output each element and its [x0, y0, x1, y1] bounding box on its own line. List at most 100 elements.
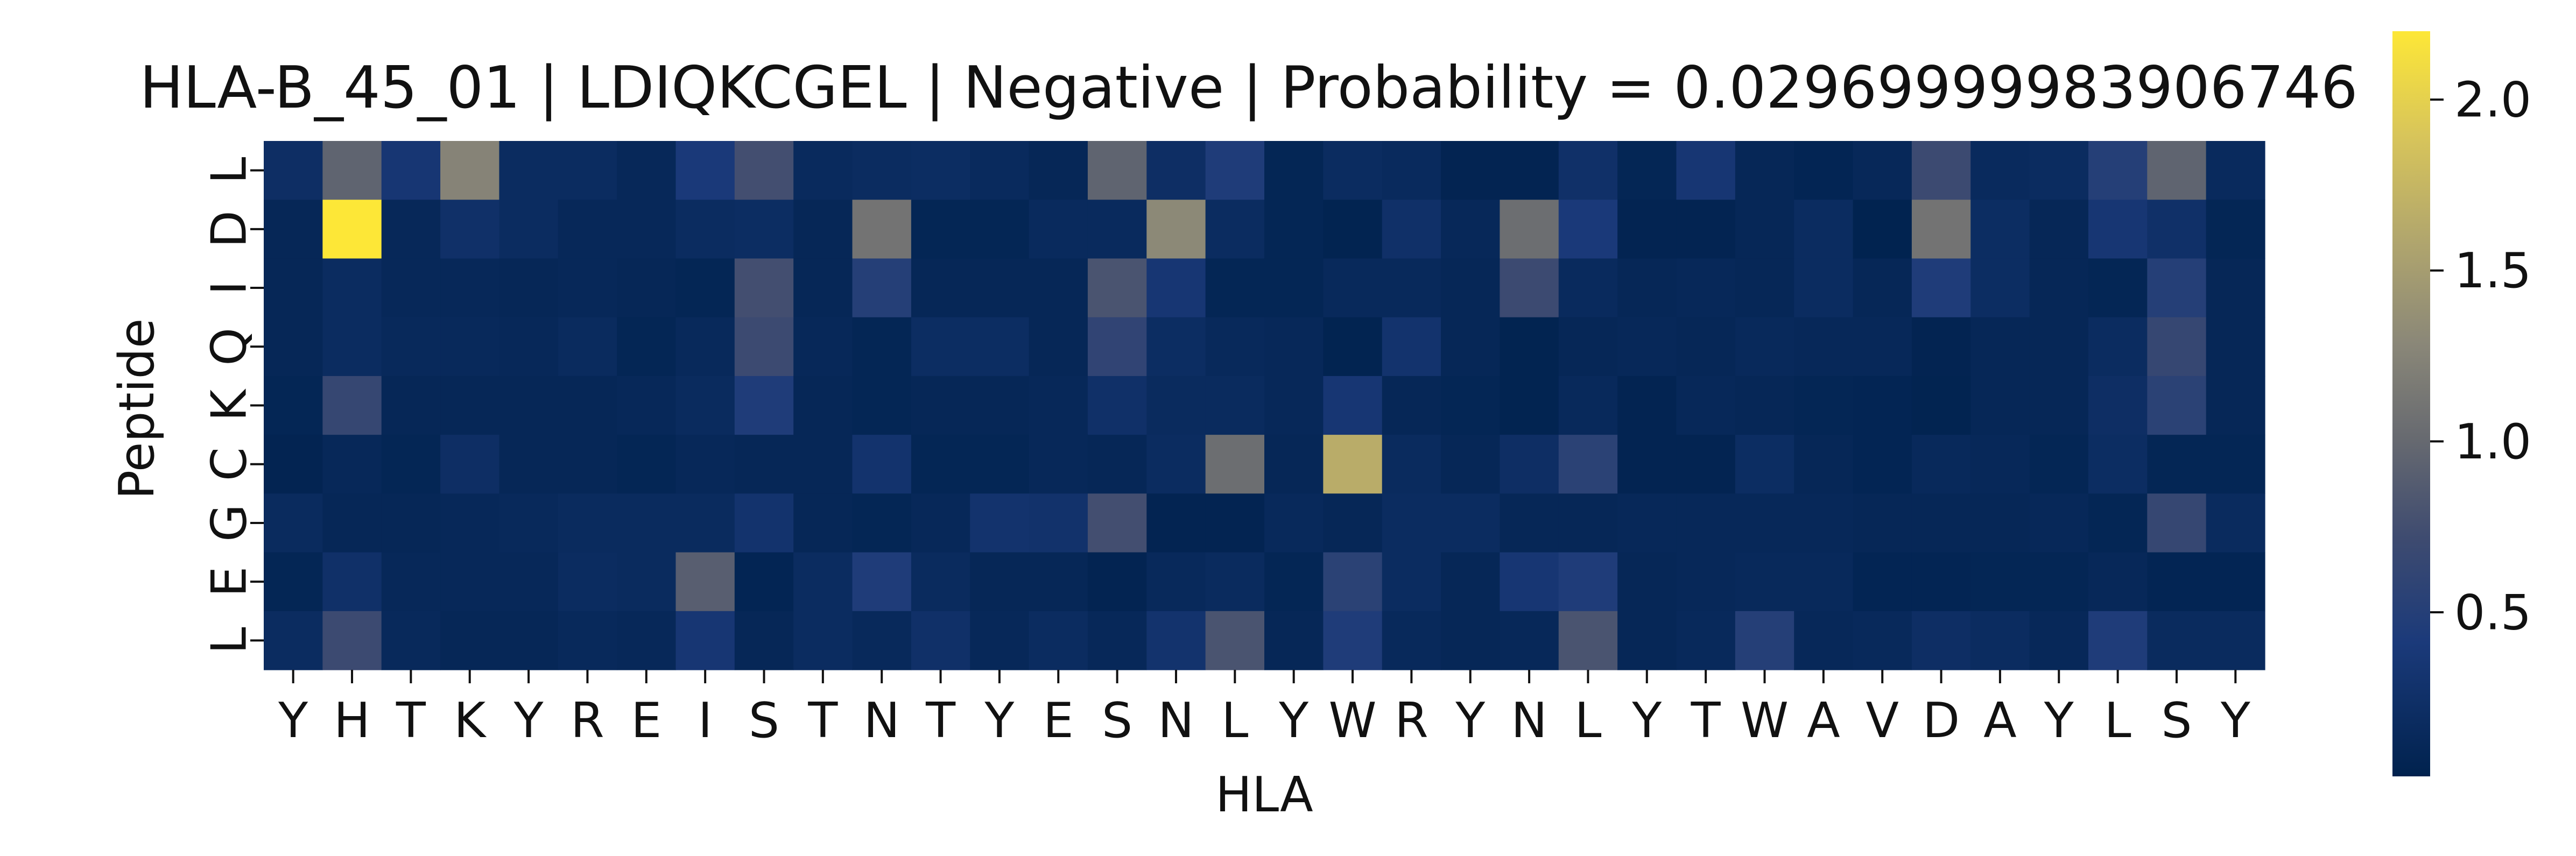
heatmap-cell	[2029, 611, 2089, 670]
x-tick-label: T	[807, 692, 838, 749]
heatmap-cell	[970, 552, 1030, 612]
x-tick-label: E	[1043, 692, 1074, 749]
heatmap-cell	[1794, 611, 1854, 670]
x-tick-label: Y	[1278, 692, 1309, 749]
heatmap-cell	[970, 493, 1030, 553]
heatmap-cell	[1382, 376, 1441, 435]
x-tick-label: T	[925, 692, 956, 749]
heatmap-cell	[1911, 258, 1971, 318]
heatmap-cell	[1500, 258, 1559, 318]
heatmap-cell	[1382, 258, 1441, 318]
heatmap-cell	[322, 376, 382, 435]
x-tick-label: L	[2105, 692, 2131, 749]
heatmap-cell	[440, 317, 500, 377]
heatmap-cell	[1029, 317, 1088, 377]
heatmap-cell	[1970, 552, 2030, 612]
heatmap-cell	[264, 552, 323, 612]
heatmap-cell	[1794, 435, 1854, 494]
heatmap-cell	[381, 317, 441, 377]
heatmap-cell	[1323, 493, 1383, 553]
heatmap-cell	[1500, 317, 1559, 377]
heatmap-cell	[440, 200, 500, 259]
heatmap-cell	[2029, 376, 2089, 435]
x-tick-label: D	[1923, 692, 1960, 749]
heatmap-cell	[2029, 141, 2089, 200]
heatmap-cell	[558, 376, 617, 435]
heatmap-cell	[2029, 258, 2089, 318]
heatmap-cell	[911, 552, 970, 612]
heatmap-cell	[1970, 611, 2030, 670]
heatmap-cell	[381, 435, 441, 494]
heatmap-cell	[970, 258, 1030, 318]
chart-title: HLA-B_45_01 | LDIQKCGEL | Negative | Pro…	[139, 54, 2357, 122]
heatmap-cell	[1500, 552, 1559, 612]
heatmap-cell	[1382, 141, 1441, 200]
heatmap-cell	[1323, 435, 1383, 494]
x-tick-label: N	[1158, 692, 1194, 749]
heatmap-cell	[1911, 493, 1971, 553]
heatmap-cell	[2088, 317, 2148, 377]
heatmap-cell	[2147, 435, 2207, 494]
heatmap-cell	[1500, 376, 1559, 435]
heatmap-cell	[1146, 493, 1206, 553]
heatmap-cell	[2147, 258, 2207, 318]
heatmap-cell	[1146, 552, 1206, 612]
x-tick-label: H	[334, 692, 370, 749]
heatmap-cell	[1853, 317, 1912, 377]
heatmap-cell	[2029, 552, 2089, 612]
heatmap-cell	[2088, 435, 2148, 494]
x-tick-label: Y	[513, 692, 544, 749]
heatmap-cell	[852, 200, 912, 259]
heatmap-cell	[1500, 493, 1559, 553]
x-tick-label: R	[1395, 692, 1428, 749]
heatmap-cell	[1970, 200, 2030, 259]
heatmap-cell	[793, 141, 853, 200]
heatmap-cell	[2088, 141, 2148, 200]
heatmap-cell	[1500, 141, 1559, 200]
heatmap-cell	[1205, 611, 1265, 670]
heatmap-cell	[1911, 435, 1971, 494]
heatmap-cell	[1382, 493, 1441, 553]
heatmap-cell	[1853, 258, 1912, 318]
heatmap-cell	[1441, 317, 1501, 377]
heatmap-cell	[1500, 611, 1559, 670]
x-tick-label: Y	[2044, 692, 2074, 749]
heatmap-cell	[734, 200, 794, 259]
heatmap-cell	[381, 493, 441, 553]
heatmap-cell	[1853, 435, 1912, 494]
heatmap-cell	[675, 141, 735, 200]
heatmap-cell	[1558, 200, 1618, 259]
heatmap-cell	[322, 317, 382, 377]
x-tick-label: N	[864, 692, 900, 749]
heatmap-cell	[2206, 141, 2265, 200]
heatmap-cell	[2088, 200, 2148, 259]
heatmap-cell	[617, 552, 677, 612]
heatmap-cell	[1029, 493, 1088, 553]
heatmap-cell	[2206, 552, 2265, 612]
heatmap-cell	[1794, 552, 1854, 612]
heatmap-cell	[1558, 552, 1618, 612]
heatmap-cell	[1853, 611, 1912, 670]
heatmap-cell	[381, 611, 441, 670]
heatmap-cell	[1794, 258, 1854, 318]
heatmap-cell	[1087, 435, 1147, 494]
heatmap-cell	[381, 258, 441, 318]
heatmap-cell	[1087, 552, 1147, 612]
heatmap-cell	[1911, 141, 1971, 200]
heatmap-cell	[264, 317, 323, 377]
x-tick-label: T	[396, 692, 426, 749]
x-tick-label: W	[1741, 692, 1789, 749]
heatmap-cell	[558, 611, 617, 670]
x-tick-label: R	[571, 692, 604, 749]
heatmap-cell	[1441, 493, 1501, 553]
heatmap-cell	[675, 317, 735, 377]
heatmap-cell	[2088, 258, 2148, 318]
colorbar-ticks: 0.5 1.0 1.5 2.0	[2430, 72, 2531, 641]
heatmap-cell	[2147, 141, 2207, 200]
x-tick-label: Y	[1631, 692, 1662, 749]
heatmap-cell	[1323, 200, 1383, 259]
heatmap-cell	[617, 317, 677, 377]
heatmap-cell	[558, 435, 617, 494]
heatmap-cell	[2206, 258, 2265, 318]
heatmap-cell	[793, 258, 853, 318]
